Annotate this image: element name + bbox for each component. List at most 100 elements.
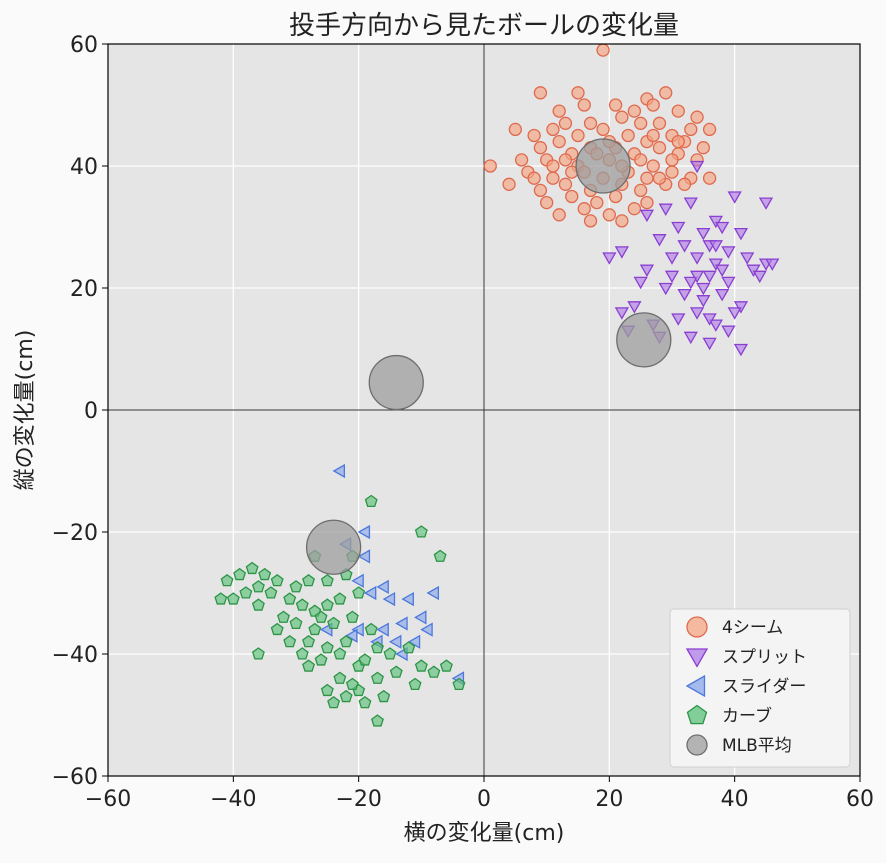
data-point [702, 313, 717, 326]
data-point [546, 122, 560, 137]
y-tick-label: −60 [52, 765, 98, 790]
data-point [483, 159, 497, 173]
data-point [226, 592, 240, 605]
data-point [640, 195, 654, 210]
data-point [407, 634, 421, 649]
data-point [639, 264, 655, 278]
data-point [721, 246, 736, 259]
data-point [302, 573, 316, 587]
data-point [665, 165, 679, 179]
data-point [634, 183, 648, 198]
data-point [270, 573, 284, 587]
data-point [583, 214, 598, 228]
data-point [702, 171, 717, 185]
data-point [664, 252, 680, 265]
data-point [740, 252, 755, 265]
data-point [602, 208, 616, 222]
y-axis-label: 縦の変化量(cm) [13, 330, 38, 491]
data-point [389, 665, 403, 678]
data-point [364, 622, 378, 636]
data-point [552, 208, 566, 222]
data-point [696, 141, 710, 155]
y-tick-label: 60 [70, 33, 98, 58]
data-point [677, 288, 692, 302]
data-point [332, 463, 346, 479]
data-point [646, 159, 660, 173]
data-point [571, 86, 585, 100]
series-1 [602, 160, 780, 357]
data-point [339, 689, 353, 703]
data-point [320, 683, 334, 697]
data-point [401, 591, 414, 607]
legend-label: MLB平均 [722, 736, 792, 756]
data-point [715, 288, 730, 302]
data-point [577, 202, 591, 216]
data-point [264, 586, 278, 599]
data-point [558, 177, 573, 191]
data-point [708, 215, 723, 229]
legend-marker [686, 734, 708, 756]
data-point [715, 264, 730, 278]
data-point [558, 116, 573, 130]
data-point [627, 202, 642, 216]
data-point [376, 579, 389, 595]
data-point [733, 227, 749, 241]
data-point [671, 104, 685, 118]
data-point [427, 665, 441, 678]
y-tick-label: 20 [70, 277, 98, 302]
legend-label: カーブ [722, 706, 772, 727]
data-point [245, 561, 259, 575]
x-axis-label: 横の変化量(cm) [404, 821, 565, 846]
data-point [276, 610, 290, 623]
data-point [383, 647, 397, 660]
data-point [333, 592, 347, 605]
data-point [251, 580, 265, 593]
legend-label: スライダー [722, 677, 806, 697]
data-point [452, 677, 466, 691]
y-axis-ticks: −60 −40 −20 0 20 40 60 [52, 33, 108, 790]
data-point [627, 104, 642, 118]
data-point [614, 307, 629, 320]
x-tick-label: −20 [335, 787, 381, 812]
data-point [546, 159, 560, 173]
data-point [721, 276, 736, 290]
data-point [733, 301, 749, 314]
series-2 [320, 463, 465, 686]
y-tick-label: −40 [52, 643, 98, 668]
data-point [420, 622, 433, 637]
x-tick-label: −60 [85, 787, 131, 812]
data-point [358, 653, 372, 666]
data-point [220, 573, 234, 587]
x-tick-label: 40 [721, 787, 749, 812]
data-point [658, 282, 673, 296]
data-point [502, 177, 516, 191]
data-point [414, 610, 427, 625]
data-point [721, 325, 736, 339]
data-point [214, 592, 228, 605]
x-axis-ticks: −60 −40 −20 0 20 40 60 [85, 776, 874, 812]
data-point [583, 116, 598, 130]
data-point [251, 598, 265, 611]
data-point [684, 122, 698, 137]
data-point [302, 659, 316, 672]
data-point [533, 141, 548, 155]
mlb-average-point [616, 312, 672, 368]
data-point [758, 197, 774, 210]
data-point [283, 592, 297, 605]
x-tick-label: −40 [210, 787, 256, 812]
data-point [270, 622, 284, 636]
data-point [352, 586, 366, 599]
data-point [614, 246, 629, 259]
data-point [314, 653, 328, 666]
data-point [689, 307, 705, 320]
data-point [702, 270, 717, 284]
data-point [364, 494, 378, 508]
data-point [746, 264, 761, 278]
data-point [702, 337, 717, 351]
data-point [351, 573, 364, 588]
data-point [596, 122, 610, 137]
data-point [689, 270, 705, 284]
data-point [633, 276, 648, 290]
data-point [258, 567, 272, 581]
data-point [302, 634, 316, 648]
